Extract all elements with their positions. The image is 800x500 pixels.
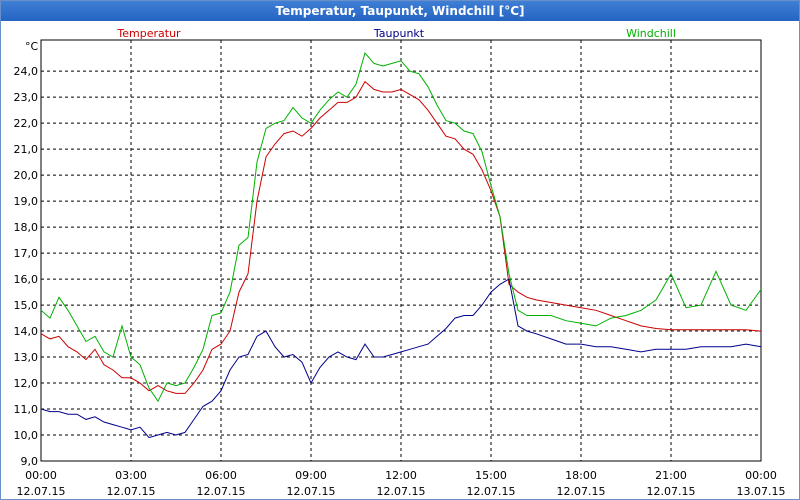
series-temperatur xyxy=(40,80,762,394)
line-chart: 9,0 10,0 11,0 12,0 13,0 14,0 15,0 16,0 17,0 18,0 1… xyxy=(14,27,786,498)
x-tick-time: 00:00 xyxy=(25,469,57,482)
plot-area xyxy=(40,39,762,462)
x-tick-time: 06:00 xyxy=(205,469,237,482)
series-taupunkt xyxy=(40,278,762,439)
x-tick-time: 00:00 xyxy=(745,469,777,482)
y-axis-label: °C xyxy=(25,40,39,53)
y-axis: 9,0 10,0 11,0 12,0 13,0 14,0 15,0 16,0 17,0 18,0 1… xyxy=(14,65,39,468)
x-tick-time: 15:00 xyxy=(475,469,507,482)
y-tick-label: 17,0 xyxy=(14,247,39,260)
x-tick-date: 12.07.15 xyxy=(197,485,246,498)
x-tick-date: 12.07.15 xyxy=(647,485,696,498)
y-tick-label: 14,0 xyxy=(14,325,39,338)
series-lines xyxy=(40,51,762,439)
y-tick-label: 13,0 xyxy=(14,351,39,364)
x-tick-time: 09:00 xyxy=(295,469,327,482)
x-tick-date: 12.07.15 xyxy=(377,485,426,498)
x-tick-time: 03:00 xyxy=(115,469,147,482)
x-tick-date: 12.07.15 xyxy=(467,485,516,498)
x-tick-time: 18:00 xyxy=(565,469,597,482)
legend-temperatur: Temperatur xyxy=(116,27,181,40)
x-axis: 00:00 12.07.15 03:00 12.07.15 06:00 12.07.15 0… xyxy=(17,469,786,498)
y-tick-label: 24,0 xyxy=(14,65,39,78)
y-tick-label: 12,0 xyxy=(14,377,39,390)
grid-lines xyxy=(41,40,761,461)
y-tick-label: 22,0 xyxy=(14,117,39,130)
x-tick-date: 12.07.15 xyxy=(17,485,66,498)
window-title: Temperatur, Taupunkt, Windchill [°C] xyxy=(1,1,799,21)
x-tick-date: 12.07.15 xyxy=(287,485,336,498)
y-tick-label: 23,0 xyxy=(14,91,39,104)
y-tick-label: 15,0 xyxy=(14,299,39,312)
y-tick-label: 10,0 xyxy=(14,429,39,442)
legend-taupunkt: Taupunkt xyxy=(373,27,425,40)
x-tick-date: 12.07.15 xyxy=(557,485,606,498)
y-tick-label: 21,0 xyxy=(14,143,39,156)
y-tick-label: 20,0 xyxy=(14,169,39,182)
x-tick-time: 21:00 xyxy=(655,469,687,482)
y-tick-label: 19,0 xyxy=(14,195,39,208)
y-tick-label: 11,0 xyxy=(14,403,39,416)
y-tick-label: 18,0 xyxy=(14,221,39,234)
x-tick-date: 12.07.15 xyxy=(107,485,156,498)
x-tick-date: 13.07.15 xyxy=(737,485,786,498)
x-tick-time: 12:00 xyxy=(385,469,417,482)
y-tick-label: 9,0 xyxy=(21,455,39,468)
legend: Temperatur Taupunkt Windchill xyxy=(116,27,676,40)
y-tick-label: 16,0 xyxy=(14,273,39,286)
legend-windchill: Windchill xyxy=(626,27,676,40)
series-windchill xyxy=(40,51,762,403)
